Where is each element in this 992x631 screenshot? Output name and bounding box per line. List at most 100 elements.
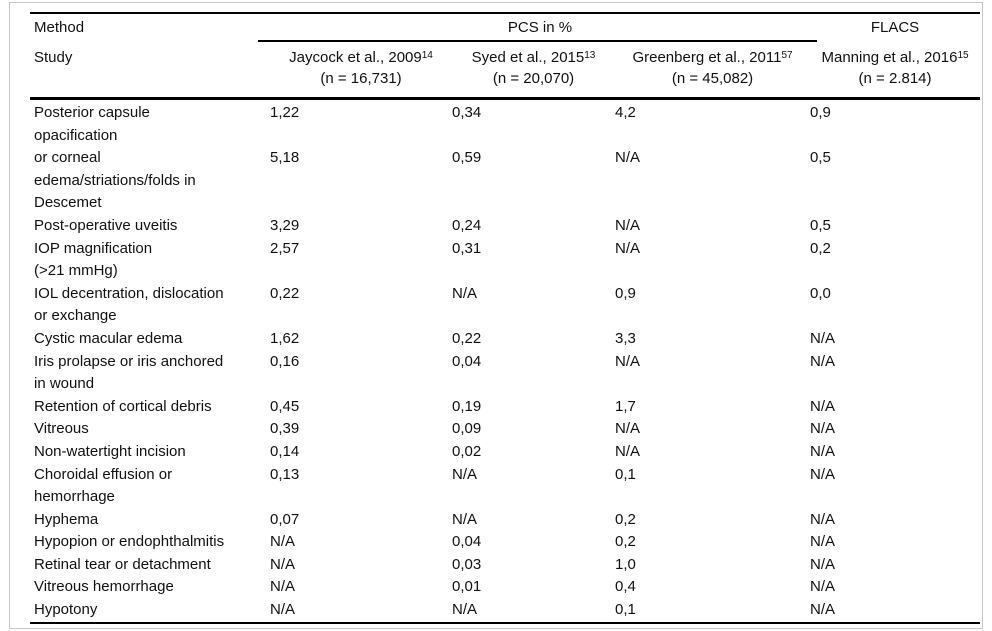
- cell-manning: 0,0: [810, 284, 831, 302]
- cell-manning: N/A: [810, 601, 836, 619]
- study-sample-size: (n = 45,082): [671, 70, 754, 87]
- study-header-label: Study: [30, 42, 270, 100]
- method-header-label: Method: [34, 19, 85, 36]
- cell-syed: 0,59: [452, 149, 482, 167]
- cell-syed: 0,04: [452, 533, 482, 551]
- citation-superscript: 13: [584, 50, 596, 61]
- cell-jaycock: 1,22: [270, 104, 300, 121]
- table-row: or corneal edema/striations/folds in Des…: [30, 147, 980, 215]
- table-row: IOL decentration, dislocation or exchang…: [30, 283, 980, 328]
- cell-greenberg: N/A: [615, 149, 641, 167]
- cell-greenberg: 0,2: [615, 533, 636, 551]
- cell-jaycock: N/A: [270, 578, 296, 596]
- cell-greenberg: 0,2: [615, 510, 636, 528]
- cell-jaycock: N/A: [270, 601, 296, 619]
- row-label: IOP magnification (>21 mmHg): [34, 239, 153, 280]
- cell-greenberg: 1,0: [615, 555, 636, 573]
- cell-jaycock: N/A: [270, 533, 296, 551]
- cell-jaycock: 5,18: [270, 149, 300, 167]
- cell-jaycock: 0,07: [270, 510, 300, 528]
- cell-manning: N/A: [810, 465, 836, 483]
- row-label: Choroidal effusion or hemorrhage: [34, 465, 173, 506]
- table-row: Non-watertight incision 0,14 0,02 N/A N/…: [30, 441, 980, 464]
- cell-manning: N/A: [810, 420, 836, 438]
- cell-syed: N/A: [452, 465, 478, 483]
- table-row: Hypotony N/A N/A 0,1 N/A: [30, 599, 980, 623]
- cell-jaycock: 3,29: [270, 216, 300, 234]
- method-group-row: Method PCS in % FLACS: [30, 13, 980, 42]
- row-label: Vitreous: [34, 420, 89, 438]
- table-row: Choroidal effusion or hemorrhage 0,13 N/…: [30, 464, 980, 509]
- cell-greenberg: 3,3: [615, 329, 636, 347]
- cell-syed: 0,34: [452, 104, 482, 121]
- study-col-greenberg: Greenberg et al., 201157 (n = 45,082): [615, 42, 811, 100]
- cell-jaycock: 1,62: [270, 329, 300, 347]
- citation-superscript: 14: [421, 50, 433, 61]
- table-row: Hyphema 0,07 N/A 0,2 N/A: [30, 509, 980, 532]
- table-row: IOP magnification (>21 mmHg) 2,57 0,31 N…: [30, 238, 980, 283]
- study-name: Jaycock et al., 200914: [289, 49, 433, 66]
- cell-manning: N/A: [810, 397, 836, 415]
- citation-superscript: 57: [781, 50, 793, 61]
- study-sample-size: (n = 16,731): [320, 70, 402, 87]
- table-row: Posterior capsule opacification 1,22 0,3…: [30, 99, 980, 148]
- cell-manning: N/A: [810, 510, 836, 528]
- cell-manning: N/A: [810, 578, 836, 596]
- cell-jaycock: 0,14: [270, 442, 300, 460]
- cell-manning: N/A: [810, 442, 836, 460]
- row-label: Hypotony: [34, 601, 98, 619]
- cell-manning: N/A: [810, 533, 836, 551]
- table-row: Iris prolapse or iris anchored in wound …: [30, 351, 980, 396]
- cell-greenberg: 0,1: [615, 601, 636, 619]
- cell-jaycock: 2,57: [270, 239, 300, 257]
- citation-superscript: 15: [957, 50, 969, 61]
- row-label: Non-watertight incision: [34, 442, 186, 460]
- cell-syed: 0,31: [452, 239, 482, 257]
- cell-syed: 0,02: [452, 442, 482, 460]
- cell-manning: N/A: [810, 329, 836, 347]
- flacs-group-header: FLACS: [870, 19, 920, 36]
- cell-greenberg: 1,7: [615, 397, 636, 415]
- cell-syed: N/A: [452, 284, 478, 302]
- cell-greenberg: 0,4: [615, 578, 636, 596]
- cell-syed: N/A: [452, 510, 478, 528]
- cell-greenberg: N/A: [615, 420, 641, 438]
- row-label: Retinal tear or detachment: [34, 555, 211, 573]
- cell-jaycock: N/A: [270, 555, 296, 573]
- cell-syed: 0,22: [452, 329, 482, 347]
- cell-syed: 0,04: [452, 352, 482, 370]
- row-label: Cystic macular edema: [34, 329, 183, 347]
- study-sample-size: (n = 20,070): [492, 70, 575, 87]
- pcs-group-header: PCS in %: [257, 13, 818, 42]
- row-label: Hypopion or endophthalmitis: [34, 533, 225, 551]
- table-body: Posterior capsule opacification 1,22 0,3…: [30, 99, 980, 623]
- cell-jaycock: 0,13: [270, 465, 300, 483]
- cell-greenberg: N/A: [615, 442, 641, 460]
- cell-manning: 0,5: [810, 216, 831, 234]
- cell-syed: N/A: [452, 601, 478, 619]
- study-col-jaycock: Jaycock et al., 200914 (n = 16,731): [270, 42, 452, 100]
- row-label: Iris prolapse or iris anchored in wound: [34, 352, 224, 393]
- study-name: Manning et al., 201615: [821, 49, 969, 66]
- study-col-manning: Manning et al., 201615 (n = 2.814): [810, 42, 981, 100]
- table-row: Vitreous hemorrhage N/A 0,01 0,4 N/A: [30, 576, 980, 599]
- cell-syed: 0,19: [452, 397, 482, 415]
- study-col-syed: Syed et al., 201513 (n = 20,070): [452, 42, 615, 100]
- cell-greenberg: 0,9: [615, 284, 636, 302]
- cell-manning: 0,9: [810, 104, 831, 121]
- table-row: Retinal tear or detachment N/A 0,03 1,0 …: [30, 554, 980, 577]
- table-row: Retention of cortical debris 0,45 0,19 1…: [30, 396, 980, 419]
- cell-manning: N/A: [810, 352, 836, 370]
- row-label: Vitreous hemorrhage: [34, 578, 174, 596]
- cell-syed: 0,09: [452, 420, 482, 438]
- study-name: Greenberg et al., 201157: [632, 49, 793, 66]
- cell-greenberg: 0,1: [615, 465, 636, 483]
- cell-jaycock: 0,45: [270, 397, 300, 415]
- study-sample-size: (n = 2.814): [858, 70, 932, 87]
- table-row: Cystic macular edema 1,62 0,22 3,3 N/A: [30, 328, 980, 351]
- cell-greenberg: N/A: [615, 216, 641, 234]
- cell-manning: N/A: [810, 555, 836, 573]
- table-header: Method PCS in % FLACS Study Jaycock et a…: [30, 13, 981, 100]
- table-row: Hypopion or endophthalmitis N/A 0,04 0,2…: [30, 531, 980, 554]
- cell-jaycock: 0,22: [270, 284, 300, 302]
